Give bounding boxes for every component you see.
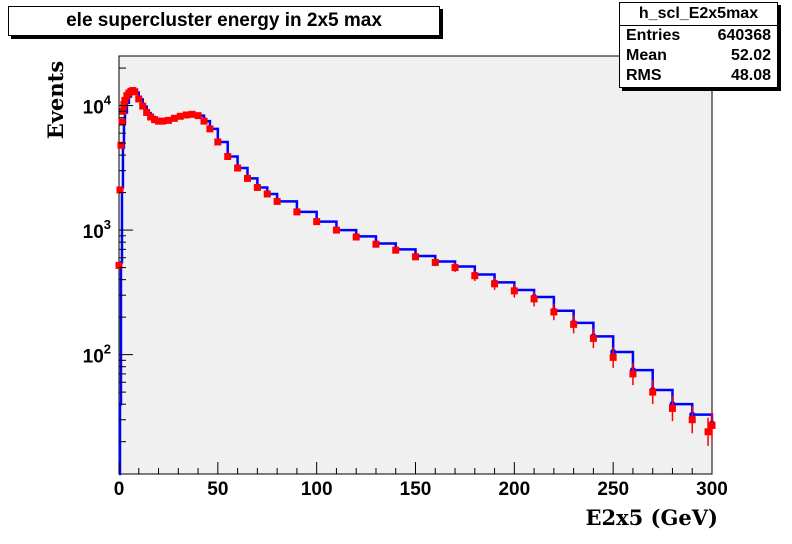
- data-point-red: [116, 186, 124, 194]
- data-point-red: [263, 190, 271, 198]
- data-point-red: [155, 117, 163, 125]
- data-point-red: [117, 141, 125, 149]
- stats-histogram-name: h_scl_E2x5max: [620, 3, 777, 26]
- data-point-red: [158, 117, 166, 125]
- data-point-red: [570, 320, 578, 328]
- data-point-red: [431, 258, 439, 266]
- stats-label: Mean: [626, 47, 667, 64]
- data-point-red: [451, 264, 459, 272]
- stats-value: 640368: [717, 27, 771, 44]
- stats-row-entries: Entries 640368: [620, 26, 777, 46]
- data-point-red: [234, 164, 242, 172]
- stats-label: Entries: [626, 27, 681, 44]
- x-tick-label: 200: [498, 479, 530, 500]
- data-point-red: [704, 428, 712, 436]
- data-point-red: [147, 113, 155, 121]
- data-point-red: [372, 240, 380, 248]
- data-point-red: [352, 233, 360, 241]
- data-point-red: [224, 152, 232, 160]
- data-point-red: [510, 287, 518, 295]
- data-point-red: [491, 280, 499, 288]
- data-point-red: [214, 138, 222, 146]
- data-point-red: [164, 116, 172, 124]
- data-point-red: [115, 261, 123, 269]
- data-point-red: [131, 88, 139, 96]
- stats-label: RMS: [626, 67, 662, 84]
- x-axis-title: E2x5 (GeV): [585, 505, 718, 530]
- chart-title: ele supercluster energy in 2x5 max: [8, 6, 440, 36]
- data-point-red: [688, 416, 696, 424]
- data-point-red: [589, 334, 597, 342]
- x-tick-label: 50: [207, 479, 228, 500]
- x-tick-label: 250: [597, 479, 629, 500]
- data-point-red: [143, 108, 151, 116]
- data-point-red: [550, 308, 558, 316]
- data-point-red: [273, 197, 281, 205]
- data-point-red: [253, 183, 261, 191]
- stats-value: 52.02: [730, 47, 771, 64]
- y-tick-label: 104: [83, 93, 112, 119]
- data-point-red: [293, 208, 301, 216]
- stats-row-mean: Mean 52.02: [620, 46, 777, 66]
- data-point-red: [121, 96, 129, 104]
- data-point-red: [649, 388, 657, 396]
- plot-area: [118, 55, 713, 475]
- data-point-red: [194, 112, 202, 120]
- x-tick-label: 0: [114, 479, 125, 500]
- data-point-red: [708, 421, 716, 429]
- data-point-red: [188, 110, 196, 118]
- x-tick-label: 300: [696, 479, 728, 500]
- stats-box: h_scl_E2x5max Entries 640368 Mean 52.02 …: [619, 2, 778, 88]
- data-point-red: [118, 118, 126, 126]
- data-point-red: [135, 95, 143, 103]
- data-point-red: [332, 226, 340, 234]
- data-point-red: [170, 114, 178, 122]
- y-tick-label: 103: [83, 217, 111, 243]
- y-tick-label: 102: [83, 342, 111, 368]
- data-point-red: [668, 404, 676, 412]
- data-point-red: [206, 125, 214, 133]
- data-point-red: [392, 246, 400, 254]
- data-point-red: [200, 117, 208, 125]
- data-point-red: [120, 100, 128, 108]
- stats-row-rms: RMS 48.08: [620, 66, 777, 86]
- data-point-red: [151, 116, 159, 124]
- stats-value: 48.08: [730, 67, 771, 84]
- data-point-red: [313, 218, 321, 226]
- data-point-red: [530, 295, 538, 303]
- y-axis-title: Events: [43, 61, 68, 139]
- data-point-red: [629, 370, 637, 378]
- data-point-red: [176, 112, 184, 120]
- data-point-red: [412, 253, 419, 261]
- data-point-red: [243, 174, 251, 182]
- data-point-red: [471, 272, 479, 280]
- x-tick-label: 150: [400, 479, 432, 500]
- data-point-red: [139, 102, 147, 110]
- x-tick-label: 100: [301, 479, 333, 500]
- data-point-red: [609, 353, 617, 361]
- data-point-red: [182, 111, 190, 119]
